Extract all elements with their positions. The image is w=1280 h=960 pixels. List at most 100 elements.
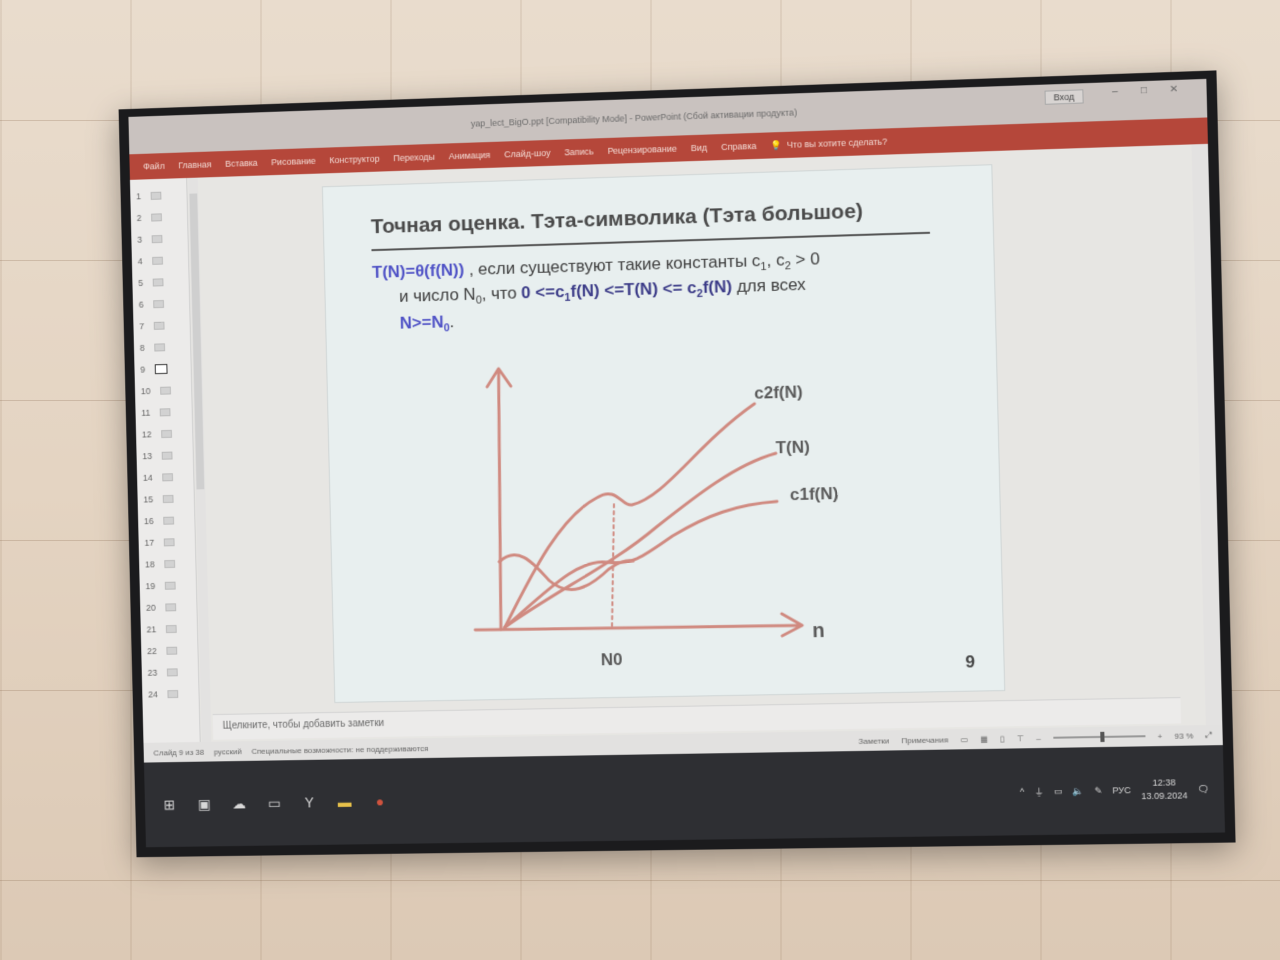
slide-thumbnail-number: 1 — [136, 191, 141, 201]
slide-thumbnail-number: 2 — [137, 213, 142, 223]
tell-me-search[interactable]: 💡 Что вы хотите сделать? — [770, 136, 887, 151]
slide-thumbnail-number: 21 — [146, 624, 156, 634]
slide-thumbnail[interactable]: 8 — [140, 336, 166, 358]
tab-slideshow[interactable]: Слайд-шоу — [504, 148, 550, 160]
slide-thumbnail[interactable]: 3 — [137, 228, 163, 250]
window-icon[interactable]: ▭ — [263, 792, 285, 814]
tab-record[interactable]: Запись — [564, 146, 594, 157]
slide-thumbnail[interactable]: 10 — [141, 380, 172, 402]
slide-thumbnail[interactable]: 9 — [140, 358, 168, 380]
label-t: T(N) — [775, 437, 810, 457]
slide-thumbnail-number: 17 — [144, 538, 154, 548]
slide-thumbnail[interactable]: 6 — [138, 293, 164, 315]
usb-icon[interactable]: ⏚ — [1034, 785, 1044, 798]
slide-title: Точная оценка. Тэта-символика (Тэта боль… — [371, 200, 864, 240]
slide-canvas[interactable]: Точная оценка. Тэта-символика (Тэта боль… — [323, 165, 1004, 702]
file-explorer-icon[interactable]: ▬ — [334, 791, 356, 813]
slide-thumbnail-number: 8 — [140, 343, 145, 353]
notifications-icon[interactable]: 🗨 — [1198, 783, 1210, 794]
slide-thumbnail[interactable]: 14 — [143, 466, 174, 488]
sketch-strokes — [469, 360, 803, 641]
slide-thumbnail[interactable]: 2 — [136, 206, 162, 228]
slide-thumbnail-number: 19 — [145, 581, 155, 591]
minimize-icon[interactable]: – — [1112, 86, 1125, 99]
label-n0: N0 — [601, 650, 623, 670]
slideshow-icon[interactable]: ⊤ — [1017, 734, 1024, 743]
slide-thumbnail[interactable]: 7 — [139, 315, 165, 337]
slide-thumbnail[interactable]: 20 — [146, 596, 177, 618]
tab-insert[interactable]: Вставка — [225, 158, 258, 169]
powerpoint-icon[interactable]: ● — [369, 790, 391, 812]
slide-thumbnail-preview — [161, 430, 172, 438]
volume-icon[interactable]: 🔈 — [1073, 785, 1085, 796]
slide-thumbnail-preview — [152, 235, 163, 243]
slide-thumbnail-number: 11 — [141, 408, 150, 418]
projection-screen: yap_lect_BigO.ppt [Compatibility Mode] -… — [119, 70, 1236, 857]
pen-icon[interactable]: ✎ — [1094, 785, 1102, 796]
language-indicator[interactable]: русский — [214, 747, 242, 756]
slide-thumbnail[interactable]: 24 — [148, 683, 179, 705]
slide-thumbnail-number: 3 — [137, 235, 142, 245]
slide-thumbnail[interactable]: 18 — [145, 553, 176, 575]
accessibility-status[interactable]: Специальные возможности: не поддерживают… — [251, 744, 428, 756]
network-icon[interactable]: ▭ — [1054, 786, 1063, 797]
zoom-level[interactable]: 93 % — [1174, 731, 1193, 740]
slide-thumbnail-number: 16 — [144, 516, 154, 526]
tab-file[interactable]: Файл — [143, 161, 165, 172]
slide-thumbnail[interactable]: 5 — [138, 271, 164, 293]
tab-review[interactable]: Рецензирование — [607, 144, 677, 156]
slide-thumbnail-number: 7 — [139, 321, 144, 331]
tab-home[interactable]: Главная — [178, 159, 212, 170]
tab-view[interactable]: Вид — [691, 143, 708, 154]
login-button[interactable]: Вход — [1044, 89, 1084, 105]
normal-view-icon[interactable]: ▭ — [960, 735, 968, 744]
maximize-icon[interactable]: □ — [1141, 85, 1154, 98]
slide-thumbnail-preview — [154, 343, 165, 351]
slide-thumbnail[interactable]: 4 — [137, 250, 163, 272]
zoom-in-icon[interactable]: + — [1157, 731, 1162, 740]
curve-c1f — [502, 501, 780, 627]
tab-help[interactable]: Справка — [721, 141, 757, 152]
tab-draw[interactable]: Рисование — [271, 156, 316, 167]
close-icon[interactable]: ✕ — [1169, 84, 1182, 97]
zoom-out-icon[interactable]: – — [1036, 733, 1041, 742]
input-language[interactable]: РУС — [1112, 785, 1131, 795]
windows-start-icon[interactable]: ⊞ — [158, 794, 180, 816]
slide-thumbnail[interactable]: 23 — [147, 661, 178, 683]
slide-sorter-icon[interactable]: ▦ — [980, 734, 988, 743]
slide-scrollbar[interactable] — [1191, 144, 1223, 772]
slide-thumbnail[interactable]: 21 — [146, 618, 177, 640]
slide-thumbnail-preview — [167, 668, 178, 676]
slide-thumbnail[interactable]: 12 — [142, 423, 173, 445]
notes-button[interactable]: Заметки — [858, 736, 889, 746]
tray-chevron-icon[interactable]: ^ — [1020, 787, 1025, 797]
slide-thumbnail[interactable]: 17 — [144, 531, 175, 553]
tab-transitions[interactable]: Переходы — [393, 152, 435, 163]
slide-thumbnail[interactable]: 11 — [141, 401, 171, 423]
yandex-browser-icon[interactable]: Y — [298, 791, 320, 813]
slide-thumbnail-preview — [154, 322, 165, 330]
slide-thumbnail-preview — [162, 452, 173, 460]
slide-thumbnail[interactable]: 19 — [145, 575, 176, 597]
slide-thumbnail-preview — [153, 278, 164, 286]
app-icon[interactable]: ☁ — [228, 792, 250, 814]
slide-thumbnail[interactable]: 16 — [144, 510, 175, 532]
slide-thumbnail-preview — [164, 538, 175, 546]
slide-counter: Слайд 9 из 38 — [153, 747, 204, 757]
projected-display: yap_lect_BigO.ppt [Compatibility Mode] -… — [128, 79, 1225, 847]
slide-thumbnail[interactable]: 1 — [136, 185, 162, 207]
reading-view-icon[interactable]: ▯ — [1000, 734, 1005, 743]
slide-thumbnail-number: 18 — [145, 559, 155, 569]
zoom-slider[interactable] — [1053, 735, 1145, 739]
fit-to-window-icon[interactable]: ⤢ — [1206, 730, 1213, 740]
tab-design[interactable]: Конструктор — [329, 154, 380, 166]
slide-thumbnail[interactable]: 22 — [147, 640, 178, 662]
clock[interactable]: 12:38 13.09.2024 — [1141, 776, 1188, 803]
comments-button[interactable]: Примечания — [901, 735, 948, 745]
tab-animations[interactable]: Анимация — [449, 150, 491, 161]
task-view-icon[interactable]: ▣ — [193, 793, 215, 815]
slide-thumbnail-preview — [152, 257, 163, 265]
slide-thumbnail[interactable]: 13 — [142, 445, 173, 467]
slide-thumbnail-preview — [164, 560, 175, 568]
slide-thumbnail[interactable]: 15 — [143, 488, 174, 510]
